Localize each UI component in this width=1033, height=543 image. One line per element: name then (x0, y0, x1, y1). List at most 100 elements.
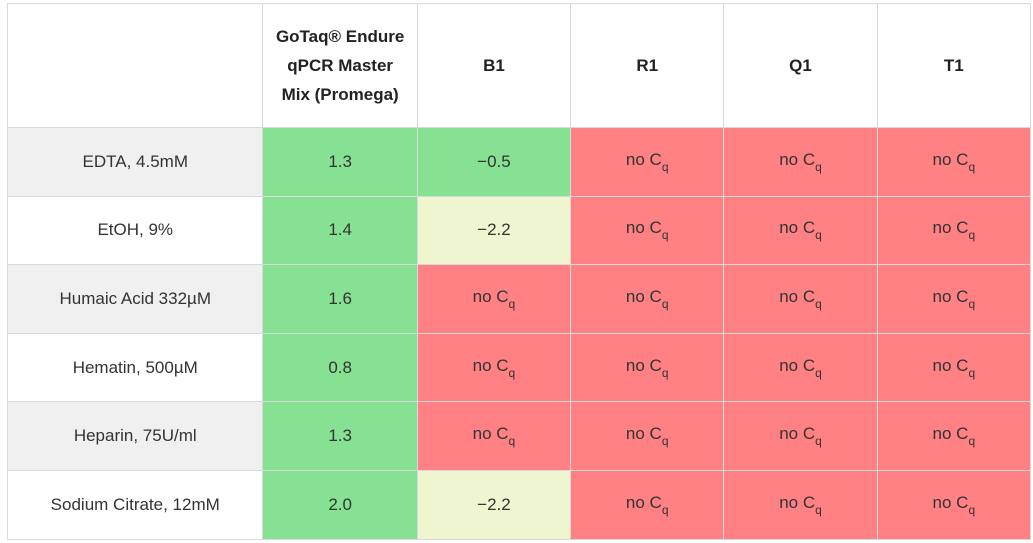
header-cell-q1: Q1 (723, 3, 878, 128)
result-value: no C (779, 355, 816, 375)
cq-subscript: q (508, 365, 516, 380)
result-cell: no Cq (570, 195, 725, 266)
result-value: no C (625, 492, 662, 512)
result-cell: no Cq (570, 264, 725, 334)
table-row: Heparin, 75U/ml 1.3 no Cq no Cq no Cq no Cq (6, 401, 1032, 471)
result-cell: 1.3 (262, 127, 418, 197)
result-cell: 1.3 (262, 401, 418, 471)
cq-subscript: q (661, 502, 669, 517)
cq-subscript: q (815, 228, 822, 243)
result-value: 1.3 (328, 151, 352, 171)
result-value: no C (932, 492, 969, 512)
cq-subscript: q (968, 228, 976, 243)
row-label: Humaic Acid 332µM (6, 264, 264, 334)
result-cell: no Cq (416, 332, 572, 403)
result-value: no C (779, 424, 816, 444)
result-cell: −0.5 (416, 127, 572, 197)
header-cell-t1: T1 (876, 3, 1032, 128)
table-header-row: GoTaq® Endure qPCR Master Mix (Promega) … (6, 3, 1032, 128)
result-value: no C (932, 218, 969, 238)
cq-subscript: q (815, 159, 822, 174)
table-row: EtOH, 9% 1.4 −2.2 no Cq no Cq no Cq (6, 195, 1032, 266)
cq-subscript: q (661, 228, 669, 243)
result-value: no C (625, 149, 662, 169)
result-value: no C (625, 424, 662, 444)
result-value: no C (472, 424, 509, 444)
row-label: EDTA, 4.5mM (6, 127, 264, 197)
result-cell: no Cq (416, 401, 572, 471)
result-value: no C (472, 355, 509, 375)
table-row: Sodium Citrate, 12mM 2.0 −2.2 no Cq no Cq no … (6, 469, 1032, 540)
cq-subscript: q (661, 296, 669, 311)
result-cell: no Cq (723, 332, 878, 403)
result-value: no C (625, 286, 662, 306)
table-row: Humaic Acid 332µM 1.6 no Cq no Cq no Cq no Cq (6, 264, 1032, 334)
result-value: 1.6 (328, 288, 352, 308)
cq-subscript: q (508, 296, 516, 311)
inhibitor-results-table: GoTaq® Endure qPCR Master Mix (Promega) … (6, 3, 1032, 540)
cq-subscript: q (661, 434, 669, 449)
row-label: Sodium Citrate, 12mM (6, 469, 264, 540)
cq-subscript: q (815, 365, 822, 380)
result-value: no C (932, 424, 969, 444)
header-cell-empty (6, 3, 264, 128)
result-cell: no Cq (723, 401, 878, 471)
result-cell: 1.6 (262, 264, 418, 334)
cq-subscript: q (815, 502, 822, 517)
result-cell: 0.8 (262, 332, 418, 403)
cq-subscript: q (815, 434, 822, 449)
result-cell: no Cq (876, 332, 1032, 403)
cq-subscript: q (968, 159, 976, 174)
table-row: Hematin, 500µM 0.8 no Cq no Cq no Cq no Cq (6, 332, 1032, 403)
row-label: EtOH, 9% (6, 195, 264, 266)
cq-subscript: q (508, 434, 516, 449)
result-value: no C (625, 218, 662, 238)
result-cell: no Cq (723, 469, 878, 540)
header-cell-r1: R1 (570, 3, 725, 128)
result-cell: no Cq (723, 127, 878, 197)
result-cell: no Cq (876, 264, 1032, 334)
result-value: no C (932, 355, 969, 375)
cq-subscript: q (815, 296, 822, 311)
result-cell: no Cq (876, 127, 1032, 197)
result-value: no C (779, 149, 816, 169)
result-value: no C (779, 218, 816, 238)
result-cell: no Cq (570, 401, 725, 471)
result-cell: no Cq (570, 332, 725, 403)
table-row: EDTA, 4.5mM 1.3 −0.5 no Cq no Cq no Cq (6, 127, 1032, 197)
header-cell-b1: B1 (416, 3, 572, 128)
cq-subscript: q (661, 365, 669, 380)
result-value: −2.2 (477, 494, 511, 514)
cq-subscript: q (968, 434, 976, 449)
result-value: 2.0 (328, 494, 352, 514)
header-cell-gotaq: GoTaq® Endure qPCR Master Mix (Promega) (262, 3, 418, 128)
result-cell: no Cq (723, 195, 878, 266)
result-value: −0.5 (477, 151, 511, 171)
result-value: 1.4 (328, 220, 352, 240)
result-cell: −2.2 (416, 469, 572, 540)
result-cell: no Cq (570, 469, 725, 540)
result-cell: no Cq (570, 127, 725, 197)
result-value: no C (779, 492, 816, 512)
result-value: no C (779, 286, 816, 306)
result-value: no C (472, 286, 509, 306)
result-cell: no Cq (876, 469, 1032, 540)
result-cell: 2.0 (262, 469, 418, 540)
cq-subscript: q (968, 502, 976, 517)
result-value: no C (932, 286, 969, 306)
cq-subscript: q (661, 159, 669, 174)
cq-subscript: q (968, 365, 976, 380)
result-cell: no Cq (876, 195, 1032, 266)
result-cell: −2.2 (416, 195, 572, 266)
row-label: Hematin, 500µM (6, 332, 264, 403)
result-value: −2.2 (477, 220, 511, 240)
row-label: Heparin, 75U/ml (6, 401, 264, 471)
result-value: no C (625, 355, 662, 375)
result-value: 0.8 (328, 357, 352, 377)
result-cell: 1.4 (262, 195, 418, 266)
result-cell: no Cq (723, 264, 878, 334)
result-value: 1.3 (328, 426, 352, 446)
cq-subscript: q (968, 296, 976, 311)
result-value: no C (932, 149, 969, 169)
